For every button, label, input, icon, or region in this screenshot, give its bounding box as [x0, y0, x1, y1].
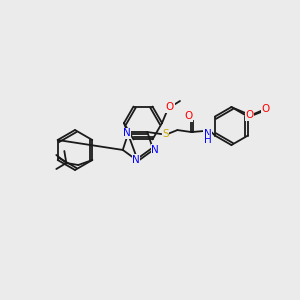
Text: H: H	[203, 135, 211, 145]
Text: S: S	[162, 129, 169, 139]
Text: O: O	[166, 102, 174, 112]
Text: N: N	[132, 155, 140, 165]
Text: N: N	[203, 129, 211, 139]
Text: O: O	[262, 103, 270, 114]
Text: O: O	[245, 110, 253, 120]
Text: O: O	[184, 111, 193, 121]
Text: N: N	[151, 145, 159, 155]
Text: N: N	[123, 128, 130, 138]
